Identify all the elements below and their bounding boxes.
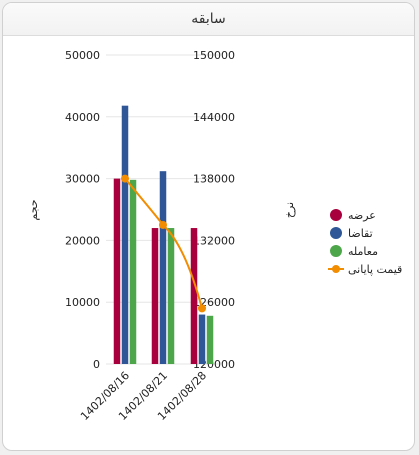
bar-2 <box>198 314 206 364</box>
history-card: سابقه 0 10000 20000 30000 40000 50000 120000 12… <box>2 2 415 451</box>
right-axis-title: نرخ <box>283 202 296 218</box>
bar-3 <box>167 228 175 364</box>
legend-label: تقاضا <box>348 227 373 240</box>
bar-2 <box>121 105 129 365</box>
right-tick-label: 132000 <box>193 234 235 247</box>
legend-marker <box>332 265 340 273</box>
bar-1 <box>113 178 121 364</box>
bar-2 <box>159 171 167 364</box>
bar-1 <box>151 228 159 364</box>
bar-1 <box>190 228 198 364</box>
left-axis-title: حجم <box>27 199 40 220</box>
left-tick-label: 50000 <box>65 49 100 62</box>
left-tick-label: 40000 <box>65 111 100 124</box>
price-point <box>121 174 129 183</box>
legend-label: قیمت پایانی <box>348 263 402 276</box>
bar-3 <box>206 315 214 364</box>
history-chart: 0100002000030000400005000012000012600013… <box>27 49 402 423</box>
price-point <box>198 304 206 313</box>
legend-marker <box>330 209 342 221</box>
bar-3 <box>129 179 137 364</box>
right-tick-label: 144000 <box>193 111 235 124</box>
card-title: سابقه <box>3 3 414 36</box>
left-tick-label: 0 <box>93 358 100 371</box>
right-tick-label: 138000 <box>193 173 235 186</box>
legend-marker <box>330 227 342 239</box>
left-tick-label: 30000 <box>65 173 100 186</box>
legend-marker <box>330 245 342 257</box>
legend-label: معامله <box>348 245 378 258</box>
left-tick-label: 10000 <box>65 296 100 309</box>
right-tick-label: 150000 <box>193 49 235 62</box>
price-point <box>159 220 167 229</box>
left-tick-label: 20000 <box>65 234 100 247</box>
legend-label: عرضه <box>348 209 376 222</box>
